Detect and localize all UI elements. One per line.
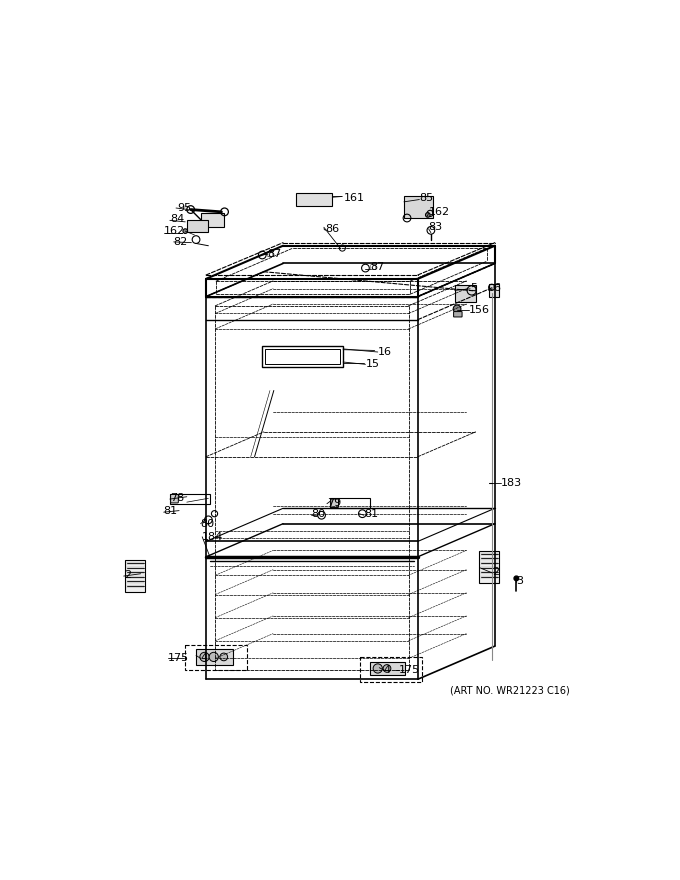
FancyBboxPatch shape: [126, 571, 144, 574]
FancyBboxPatch shape: [481, 561, 498, 565]
Circle shape: [183, 229, 188, 233]
Text: 161: 161: [344, 193, 365, 203]
Bar: [455, 285, 476, 302]
Bar: [262, 346, 343, 367]
Bar: [330, 498, 370, 509]
Text: □: □: [266, 251, 273, 257]
Circle shape: [514, 576, 519, 581]
FancyBboxPatch shape: [126, 576, 144, 579]
Text: 156: 156: [469, 305, 490, 315]
FancyBboxPatch shape: [126, 585, 144, 588]
Circle shape: [426, 213, 430, 217]
FancyBboxPatch shape: [481, 571, 498, 574]
Bar: [196, 649, 233, 664]
Text: 175: 175: [167, 653, 188, 663]
Text: 162: 162: [164, 226, 185, 236]
Text: 175: 175: [399, 665, 420, 675]
Bar: [201, 213, 224, 227]
Text: 78: 78: [170, 494, 184, 503]
FancyBboxPatch shape: [454, 312, 462, 317]
Bar: [170, 494, 210, 503]
Text: 95: 95: [177, 203, 192, 213]
Text: 15: 15: [365, 359, 379, 370]
Text: 83: 83: [428, 223, 443, 232]
Text: 80: 80: [311, 509, 326, 518]
Text: 183: 183: [501, 478, 522, 488]
Text: 5: 5: [470, 283, 477, 293]
FancyBboxPatch shape: [481, 576, 498, 579]
Bar: [185, 644, 247, 670]
Text: 84: 84: [170, 214, 184, 224]
Bar: [360, 656, 422, 682]
Text: 82: 82: [173, 237, 188, 247]
Circle shape: [383, 664, 391, 672]
Text: 3: 3: [516, 576, 524, 586]
Text: 80: 80: [201, 518, 215, 529]
FancyBboxPatch shape: [126, 567, 144, 569]
FancyBboxPatch shape: [330, 499, 339, 508]
Text: 162: 162: [428, 207, 449, 216]
Text: 85: 85: [420, 193, 433, 203]
Text: 87: 87: [370, 262, 384, 272]
Text: 2: 2: [124, 570, 131, 580]
Text: 86: 86: [326, 224, 339, 234]
Bar: [296, 193, 332, 207]
Bar: [125, 560, 146, 592]
FancyBboxPatch shape: [481, 557, 498, 561]
Bar: [479, 551, 499, 583]
Bar: [404, 196, 433, 218]
Text: 81: 81: [164, 506, 178, 517]
Bar: [187, 219, 208, 232]
Circle shape: [200, 652, 209, 662]
Circle shape: [209, 652, 218, 662]
FancyBboxPatch shape: [171, 495, 178, 502]
Circle shape: [220, 653, 228, 661]
Text: □: □: [369, 264, 376, 270]
Text: (ART NO. WR21223 C16): (ART NO. WR21223 C16): [450, 686, 570, 696]
Bar: [489, 284, 499, 297]
FancyBboxPatch shape: [126, 561, 144, 565]
Text: 2: 2: [492, 568, 500, 577]
FancyBboxPatch shape: [481, 553, 498, 555]
Text: 87: 87: [268, 249, 282, 260]
FancyBboxPatch shape: [481, 567, 498, 569]
Text: 79: 79: [327, 498, 341, 508]
Bar: [265, 348, 340, 364]
FancyBboxPatch shape: [126, 580, 144, 583]
Text: 4: 4: [201, 653, 208, 663]
Circle shape: [373, 664, 382, 673]
Text: 184: 184: [202, 532, 224, 542]
Text: 16: 16: [378, 347, 392, 357]
Bar: [370, 662, 405, 676]
Circle shape: [453, 305, 461, 312]
Text: 81: 81: [364, 509, 378, 518]
Text: 6: 6: [493, 283, 500, 293]
Text: 4: 4: [384, 665, 391, 675]
